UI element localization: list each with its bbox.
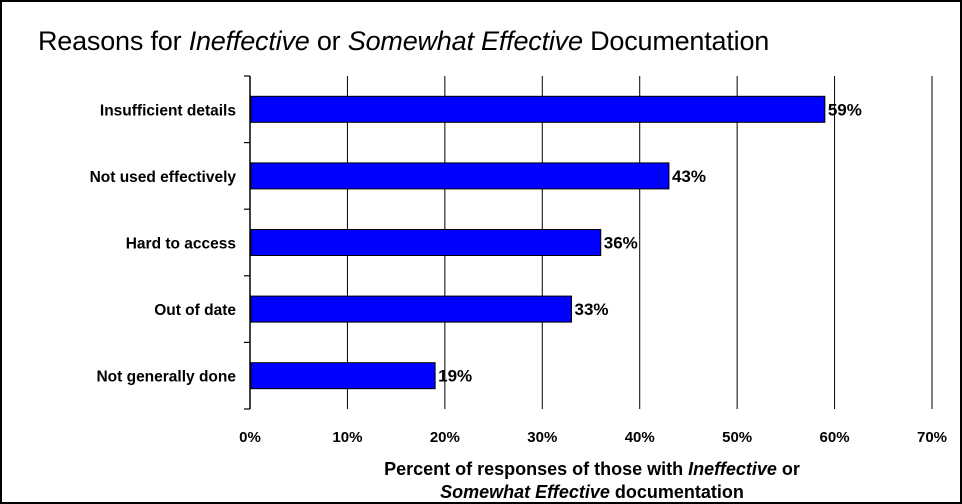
x-axis-label-line-1: Percent of responses of those with Ineff… xyxy=(242,459,942,480)
x-axis-label-part-1: Percent of responses of those with xyxy=(384,459,689,479)
x-tick-label: 60% xyxy=(820,429,850,446)
x-axis-label-part-4: Somewhat Effective xyxy=(440,482,610,502)
data-label: 59% xyxy=(828,100,862,119)
x-tick-label: 20% xyxy=(430,429,460,446)
x-tick-label: 10% xyxy=(332,429,362,446)
x-tick-label: 70% xyxy=(917,429,947,446)
data-label: 43% xyxy=(672,167,706,186)
category-label: Not generally done xyxy=(96,369,236,386)
data-label: 19% xyxy=(438,367,472,386)
chart-title: Reasons for Ineffective or Somewhat Effe… xyxy=(38,26,769,57)
title-part-3: or xyxy=(309,26,348,56)
bar xyxy=(250,362,436,390)
title-part-4: Somewhat Effective xyxy=(347,26,583,56)
bar xyxy=(250,229,602,256)
x-tick-label: 0% xyxy=(239,429,261,446)
category-label: Insufficient details xyxy=(100,102,236,119)
x-axis-label-part-2: Ineffective xyxy=(688,459,777,479)
x-axis-label-part-3: or xyxy=(776,459,800,479)
x-tick-label: 30% xyxy=(527,429,557,446)
category-label: Out of date xyxy=(154,302,236,319)
x-tick-label: 40% xyxy=(625,429,655,446)
bar xyxy=(250,95,826,123)
title-part-1: Reasons for xyxy=(38,26,189,56)
x-tick-label: 50% xyxy=(722,429,752,446)
x-axis-label-line-2: Somewhat Effective documentation xyxy=(242,482,942,502)
title-part-5: Documentation xyxy=(582,26,770,56)
bar xyxy=(250,162,670,190)
data-label: 33% xyxy=(575,300,609,319)
bar xyxy=(250,295,573,323)
x-axis-label-part-5: documentation xyxy=(609,482,744,502)
title-part-2: Ineffective xyxy=(188,26,310,56)
data-label: 36% xyxy=(604,234,638,253)
category-label: Hard to access xyxy=(126,236,236,253)
category-label: Not used effectively xyxy=(90,169,237,186)
